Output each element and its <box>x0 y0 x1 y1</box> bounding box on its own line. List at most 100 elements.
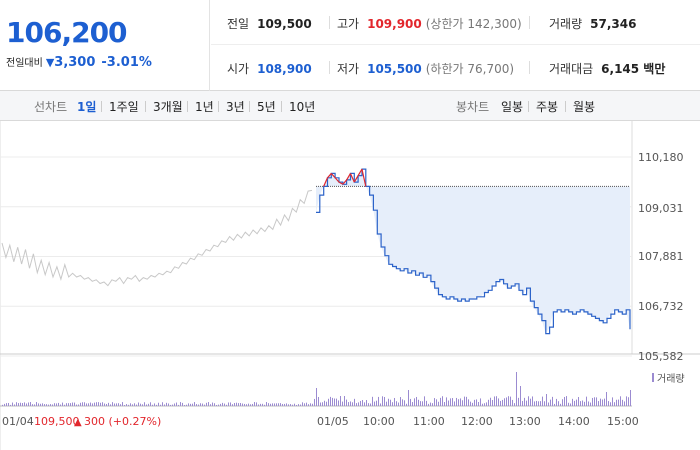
period-1w[interactable]: 1주일 <box>109 100 139 114</box>
candle-monthly[interactable]: 월봉 <box>573 100 596 114</box>
period-3m[interactable]: 3개월 <box>153 100 183 114</box>
volume-bar <box>148 403 149 406</box>
above-prev-close-segment <box>342 179 348 185</box>
divider <box>529 16 530 29</box>
volume-bar <box>86 403 87 406</box>
volume-bar <box>428 403 429 406</box>
stat-sub: (상한가 142,300) <box>425 17 522 31</box>
volume-bar <box>306 402 307 406</box>
volume-bar <box>432 403 433 406</box>
volume-bar <box>438 401 439 406</box>
volume-bar <box>20 402 21 406</box>
volume-bar <box>134 403 135 406</box>
volume-bar <box>360 400 361 406</box>
stat-high: 고가 109,900 (상한가 142,300) <box>337 15 522 32</box>
stat-value: 108,900 <box>257 62 312 76</box>
volume-bar <box>214 403 215 406</box>
volume-bar <box>98 402 99 406</box>
stat-volume: 거래량 57,346 <box>549 15 636 32</box>
volume-bar <box>300 404 301 406</box>
volume-bar <box>558 401 559 406</box>
volume-bar <box>210 404 211 406</box>
volume-bar <box>166 402 167 406</box>
volume-bar <box>408 390 409 406</box>
volume-bar <box>80 402 81 406</box>
period-5y[interactable]: 5년 <box>257 100 276 114</box>
divider <box>565 101 566 112</box>
volume-bar <box>132 404 133 406</box>
volume-bar <box>76 404 77 406</box>
volume-bar <box>200 403 201 406</box>
volume-bar <box>78 404 79 406</box>
volume-bar <box>24 402 25 406</box>
above-prev-close-segment <box>361 168 367 187</box>
volume-bar <box>232 404 233 406</box>
volume-bar <box>500 400 501 406</box>
volume-bar <box>230 402 231 406</box>
volume-bar <box>628 397 629 406</box>
volume-bar <box>12 402 13 406</box>
volume-bar <box>90 402 91 406</box>
volume-bar <box>342 401 343 406</box>
volume-bar <box>546 394 547 406</box>
volume-bar <box>492 400 493 406</box>
volume-bar <box>270 403 271 406</box>
volume-bar <box>616 399 617 406</box>
volume-legend-swatch <box>652 373 654 382</box>
volume-bar <box>454 401 455 406</box>
volume-bar <box>398 402 399 406</box>
volume-bar <box>400 397 401 406</box>
volume-bar <box>596 397 597 406</box>
line-chart-label: 선차트 <box>34 100 68 114</box>
volume-bar <box>502 399 503 406</box>
volume-bar <box>66 403 67 406</box>
volume-bar <box>176 402 177 406</box>
period-1d[interactable]: 1일 <box>77 100 97 114</box>
volume-bar <box>380 403 381 406</box>
volume-bar <box>442 396 443 406</box>
volume-bar <box>444 402 445 406</box>
volume-bar <box>440 397 441 406</box>
volume-bar <box>8 402 9 406</box>
period-1y[interactable]: 1년 <box>195 100 214 114</box>
volume-bar <box>528 396 529 406</box>
volume-bar <box>92 403 93 406</box>
volume-bar <box>204 404 205 406</box>
y-axis-ticks: 110,180 109,031 107,881 106,732 105,582 <box>638 151 684 363</box>
volume-bar <box>450 398 451 406</box>
above-prev-close-segment <box>323 177 329 187</box>
volume-bar <box>328 398 329 406</box>
volume-bar <box>344 396 345 406</box>
volume-bar <box>512 399 513 406</box>
price-summary: 106,200 전일대비 ▼3,300 -3.01% 전일 109,500 고가 109… <box>0 0 700 91</box>
volume-bar <box>544 401 545 406</box>
above-prev-close-segment <box>334 177 340 183</box>
volume-bar <box>28 402 29 406</box>
volume-bar <box>240 402 241 406</box>
volume-bar <box>592 397 593 406</box>
volume-bar <box>296 404 297 406</box>
volume-bar <box>150 402 151 406</box>
volume-bar <box>362 400 363 406</box>
volume-bar <box>122 402 123 406</box>
volume-bars <box>2 372 631 406</box>
volume-bar <box>54 403 55 406</box>
volume-bar <box>312 403 313 406</box>
above-prev-close-segment <box>349 173 355 183</box>
volume-bar <box>116 403 117 406</box>
volume-bar <box>70 403 71 406</box>
volume-bar <box>4 403 5 406</box>
candle-weekly[interactable]: 주봉 <box>536 100 559 114</box>
volume-bar <box>74 402 75 406</box>
candle-daily[interactable]: 일봉 <box>501 100 524 114</box>
above-prev-close-segment <box>327 173 332 179</box>
volume-bar <box>372 396 373 406</box>
period-3y[interactable]: 3년 <box>226 100 245 114</box>
stat-value: 6,145 백만 <box>601 62 666 76</box>
volume-bar <box>332 397 333 406</box>
period-10y[interactable]: 10년 <box>289 100 316 114</box>
volume-bar <box>614 402 615 406</box>
volume-bar <box>598 401 599 406</box>
volume-bar <box>352 402 353 406</box>
volume-bar <box>48 404 49 406</box>
